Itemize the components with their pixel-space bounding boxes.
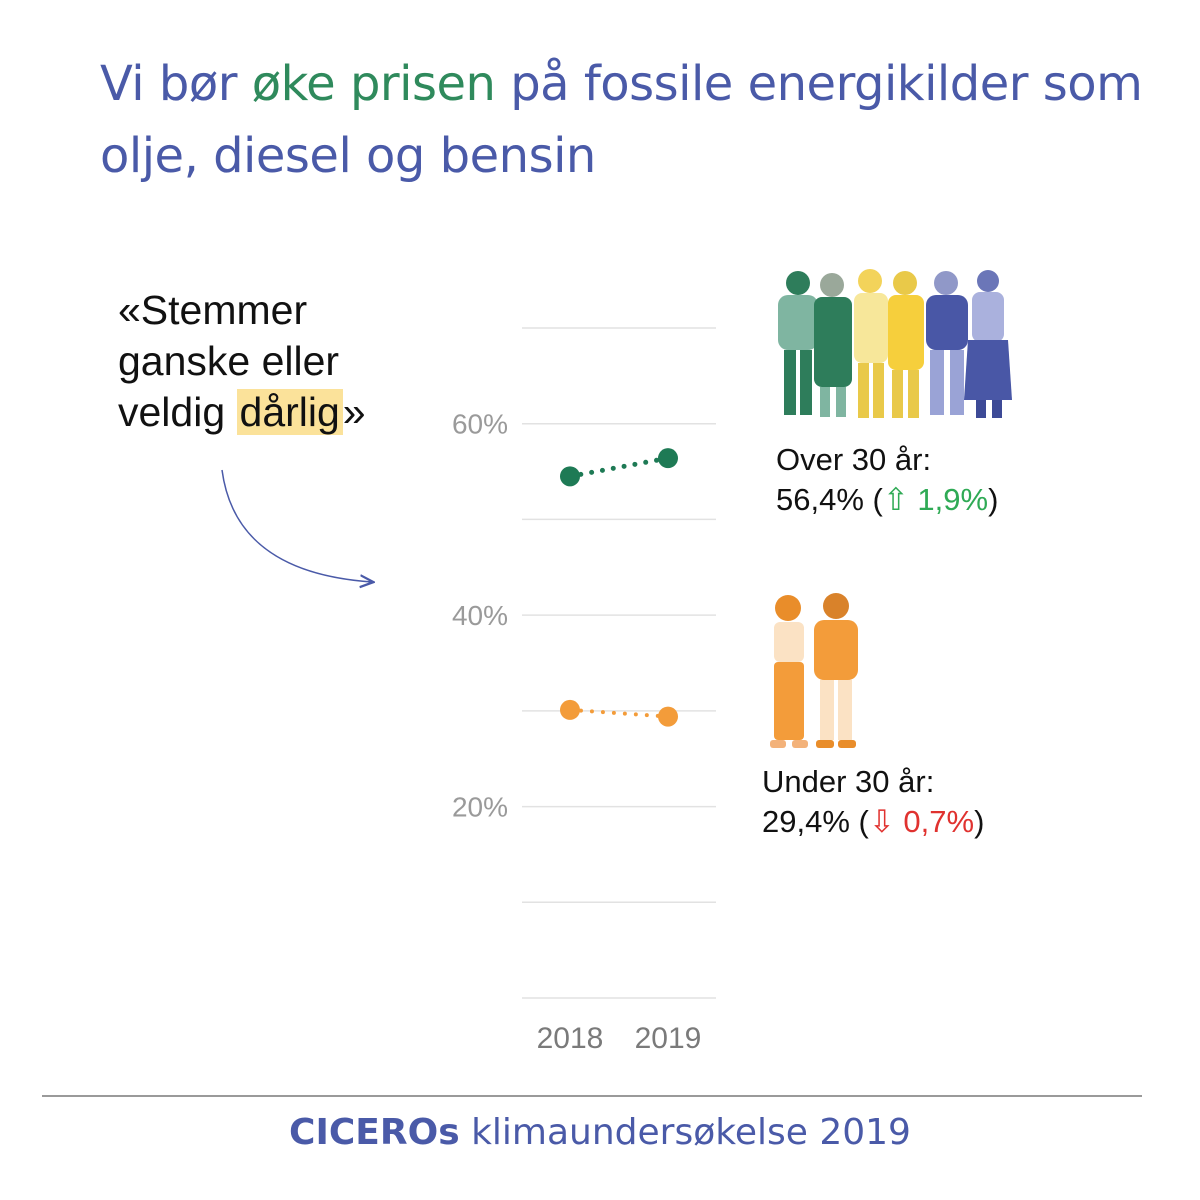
data-point bbox=[658, 448, 678, 469]
page-title: Vi bør øke prisen på fossile energikilde… bbox=[100, 48, 1160, 192]
callout-arrow bbox=[221, 469, 372, 582]
title-part-3: på fossile energikilder som olje, diesel… bbox=[100, 56, 1143, 184]
y-tick-label: 20% bbox=[452, 792, 508, 823]
over-30-value-line: 56,4% (⇧ 1,9%) bbox=[776, 480, 998, 520]
title-part-1: Vi bør bbox=[100, 56, 252, 112]
x-tick-label: 2019 bbox=[635, 1022, 702, 1055]
over-30-paren-open: ( bbox=[863, 482, 883, 517]
over-30-value: 56,4% bbox=[776, 482, 864, 517]
quote-highlight: dårlig bbox=[236, 389, 343, 435]
y-tick-label: 40% bbox=[452, 600, 508, 631]
data-point bbox=[560, 466, 580, 487]
under-30-paren-close: ) bbox=[974, 804, 985, 839]
series-line bbox=[567, 455, 671, 479]
quote-callout: «Stemmer ganske eller veldig dårlig» bbox=[118, 285, 388, 438]
over-30-change: ⇧ 1,9% bbox=[882, 482, 989, 517]
data-point bbox=[658, 706, 678, 727]
footer-text: klimaundersøkelse 2019 bbox=[459, 1112, 911, 1153]
under-30-change: ⇩ 0,7% bbox=[868, 804, 975, 839]
under-30-paren-open: ( bbox=[849, 804, 869, 839]
data-point bbox=[560, 699, 580, 720]
quote-close: » bbox=[342, 389, 366, 435]
quote-text: «Stemmer ganske eller veldig bbox=[118, 287, 340, 435]
over-30-label: Over 30 år: bbox=[776, 442, 932, 477]
people-over-30-illustration bbox=[778, 269, 1012, 418]
x-tick-label: 2018 bbox=[537, 1022, 604, 1055]
footer-divider bbox=[42, 1095, 1142, 1097]
y-tick-label: 60% bbox=[452, 409, 508, 440]
title-accent: øke prisen bbox=[251, 56, 496, 112]
under-30-value: 29,4% bbox=[762, 804, 850, 839]
under-30-value-line: 29,4% (⇩ 0,7%) bbox=[762, 802, 984, 842]
under-30-summary: Under 30 år: 29,4% (⇩ 0,7%) bbox=[762, 762, 984, 842]
over-30-paren-close: ) bbox=[988, 482, 999, 517]
footer-brand: CICEROs bbox=[289, 1112, 460, 1153]
footer-source: CICEROs klimaundersøkelse 2019 bbox=[0, 1112, 1200, 1153]
over-30-summary: Over 30 år: 56,4% (⇧ 1,9%) bbox=[776, 440, 998, 520]
people-under-30-illustration bbox=[770, 593, 858, 748]
under-30-label: Under 30 år: bbox=[762, 764, 935, 799]
